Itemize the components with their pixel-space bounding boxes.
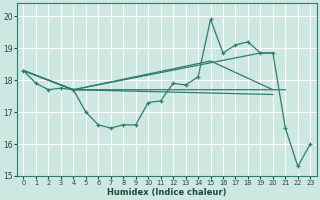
X-axis label: Humidex (Indice chaleur): Humidex (Indice chaleur): [107, 188, 227, 197]
